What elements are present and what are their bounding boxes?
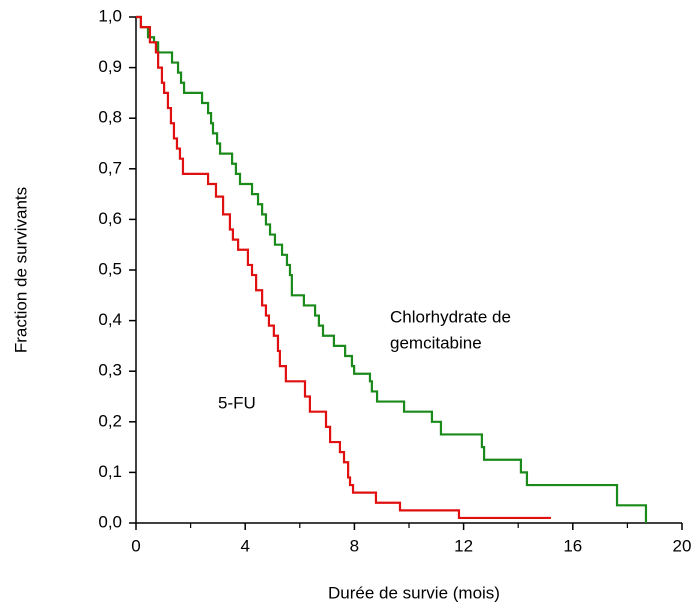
x-tick-label: 4 xyxy=(240,536,249,555)
y-tick-label: 0,2 xyxy=(98,411,122,430)
annotation: gemcitabine xyxy=(390,333,482,352)
annotation: 5-FU xyxy=(218,393,256,412)
y-tick-label: 0,5 xyxy=(98,259,122,278)
x-tick-label: 20 xyxy=(673,536,692,555)
x-tick-label: 16 xyxy=(563,536,582,555)
y-tick-label: 0,9 xyxy=(98,57,122,76)
y-tick-label: 0,4 xyxy=(98,310,122,329)
annotation: Chlorhydrate de xyxy=(390,307,511,326)
y-tick-label: 0,0 xyxy=(98,512,122,531)
y-tick-label: 0,3 xyxy=(98,361,122,380)
survival-curve xyxy=(136,15,648,523)
y-axis-label: Fraction de survivants xyxy=(11,187,30,353)
y-tick-label: 0,7 xyxy=(98,158,122,177)
x-tick-label: 12 xyxy=(454,536,473,555)
y-tick-label: 0,1 xyxy=(98,462,122,481)
survival-curve xyxy=(136,15,551,520)
y-tick-label: 0,8 xyxy=(98,108,122,127)
x-tick-label: 8 xyxy=(350,536,359,555)
x-axis-label: Durée de survie (mois) xyxy=(328,583,500,602)
y-tick-label: 0,6 xyxy=(98,209,122,228)
x-tick-label: 0 xyxy=(131,536,140,555)
y-tick-label: 1,0 xyxy=(98,6,122,25)
